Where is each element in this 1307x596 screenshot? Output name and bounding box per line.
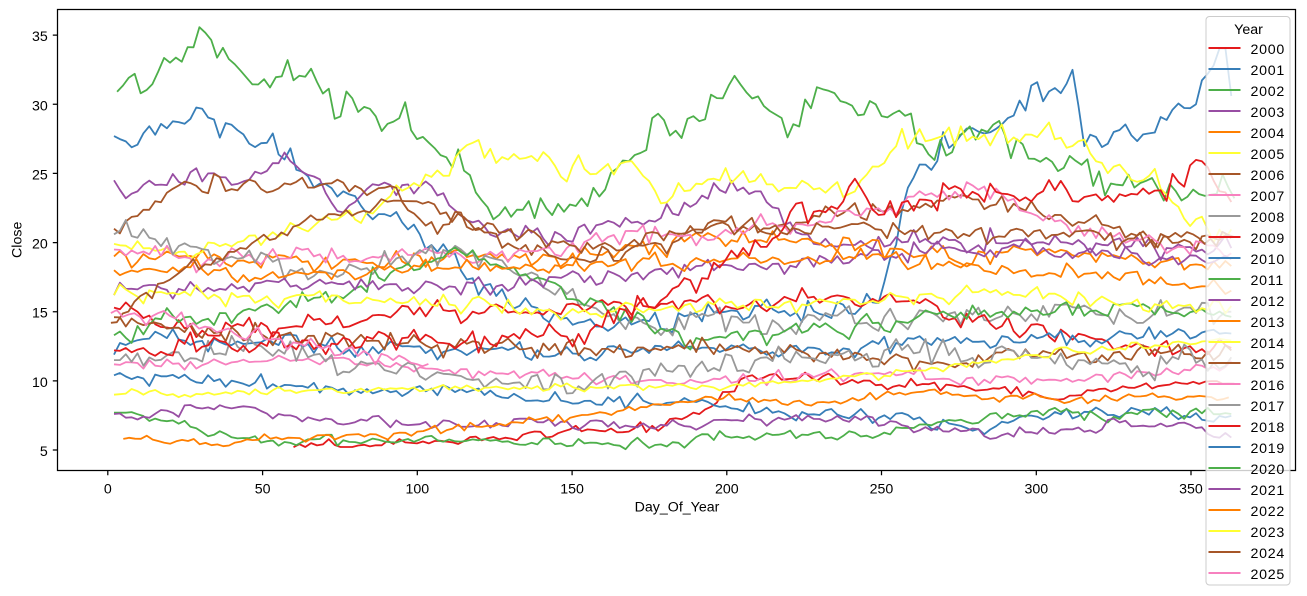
svg-text:2012: 2012: [1251, 294, 1286, 310]
svg-text:2009: 2009: [1251, 231, 1286, 247]
svg-text:30: 30: [32, 98, 48, 114]
svg-text:150: 150: [560, 481, 584, 497]
svg-text:200: 200: [715, 481, 739, 497]
svg-text:2013: 2013: [1251, 315, 1286, 331]
svg-text:20: 20: [32, 237, 48, 253]
svg-text:2008: 2008: [1251, 210, 1286, 226]
svg-text:50: 50: [255, 481, 271, 497]
svg-text:2021: 2021: [1251, 483, 1286, 499]
svg-text:2001: 2001: [1251, 63, 1286, 79]
svg-text:2018: 2018: [1251, 420, 1286, 436]
svg-text:2017: 2017: [1251, 399, 1286, 415]
svg-text:2000: 2000: [1251, 42, 1286, 58]
svg-text:2024: 2024: [1251, 546, 1286, 562]
svg-text:2004: 2004: [1251, 126, 1286, 142]
svg-text:2023: 2023: [1251, 525, 1286, 541]
svg-text:250: 250: [870, 481, 894, 497]
svg-text:2007: 2007: [1251, 189, 1286, 205]
svg-text:2010: 2010: [1251, 252, 1286, 268]
svg-text:2014: 2014: [1251, 336, 1286, 352]
svg-text:2025: 2025: [1251, 567, 1286, 583]
svg-text:Close: Close: [9, 222, 25, 258]
svg-text:100: 100: [405, 481, 429, 497]
svg-text:0: 0: [104, 481, 112, 497]
svg-text:2015: 2015: [1251, 357, 1286, 373]
svg-text:35: 35: [32, 29, 48, 45]
svg-text:2002: 2002: [1251, 84, 1286, 100]
svg-text:2005: 2005: [1251, 147, 1286, 163]
svg-text:Day_Of_Year: Day_Of_Year: [635, 500, 720, 516]
svg-text:2006: 2006: [1251, 168, 1286, 184]
svg-text:2019: 2019: [1251, 441, 1286, 457]
svg-text:2016: 2016: [1251, 378, 1286, 394]
svg-text:300: 300: [1024, 481, 1048, 497]
svg-text:350: 350: [1179, 481, 1203, 497]
svg-text:2011: 2011: [1251, 273, 1285, 289]
svg-text:15: 15: [32, 306, 48, 322]
svg-text:2020: 2020: [1251, 462, 1286, 478]
svg-text:25: 25: [32, 167, 48, 183]
svg-text:10: 10: [32, 375, 48, 391]
svg-text:2022: 2022: [1251, 504, 1286, 520]
svg-text:5: 5: [40, 444, 48, 460]
svg-text:2003: 2003: [1251, 105, 1286, 121]
svg-text:Year: Year: [1234, 22, 1263, 38]
